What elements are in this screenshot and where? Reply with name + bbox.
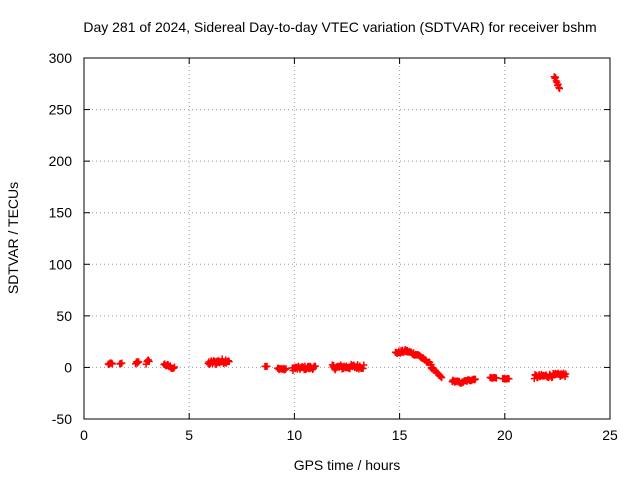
data-point — [145, 357, 153, 365]
data-point — [471, 375, 479, 383]
data-point — [225, 358, 233, 366]
data-point — [135, 358, 143, 366]
y-tick-label: 0 — [64, 359, 72, 375]
y-axis-label: SDTVAR / TECUs — [5, 182, 21, 294]
data-point — [108, 360, 116, 368]
data-point — [144, 356, 152, 364]
y-tick-label: 100 — [49, 256, 73, 272]
plot-frame — [83, 57, 611, 420]
x-axis-label: GPS time / hours — [294, 457, 401, 473]
y-tick-label: 50 — [56, 308, 72, 324]
data-point — [492, 374, 500, 382]
x-tick-label: 0 — [80, 427, 88, 443]
y-tick-label: 150 — [49, 205, 73, 221]
grid-lines — [84, 58, 610, 419]
y-tick-label: -50 — [52, 411, 72, 427]
y-tick-label: 250 — [49, 102, 73, 118]
x-tick-label: 15 — [392, 427, 408, 443]
data-point — [360, 361, 368, 369]
data-point — [556, 85, 564, 93]
x-tick-label: 20 — [497, 427, 513, 443]
data-point — [562, 370, 570, 378]
data-point — [170, 363, 178, 371]
y-tick-label: 200 — [49, 153, 73, 169]
data-point — [438, 374, 446, 382]
data-point — [505, 375, 513, 383]
axis-ticks: 0 5 10 15 20 25 -50 0 50 100 150 200 250 300 — [49, 50, 618, 443]
y-tick-label: 300 — [49, 50, 73, 66]
data-point — [118, 359, 126, 367]
data-point — [263, 362, 271, 370]
chart-title: Day 281 of 2024, Sidereal Day-to-day VTE… — [83, 19, 596, 35]
data-points — [104, 73, 570, 387]
x-tick-label: 25 — [602, 427, 618, 443]
x-tick-label: 5 — [185, 427, 193, 443]
data-point — [311, 362, 319, 370]
x-tick-label: 10 — [287, 427, 303, 443]
data-point — [282, 365, 290, 373]
